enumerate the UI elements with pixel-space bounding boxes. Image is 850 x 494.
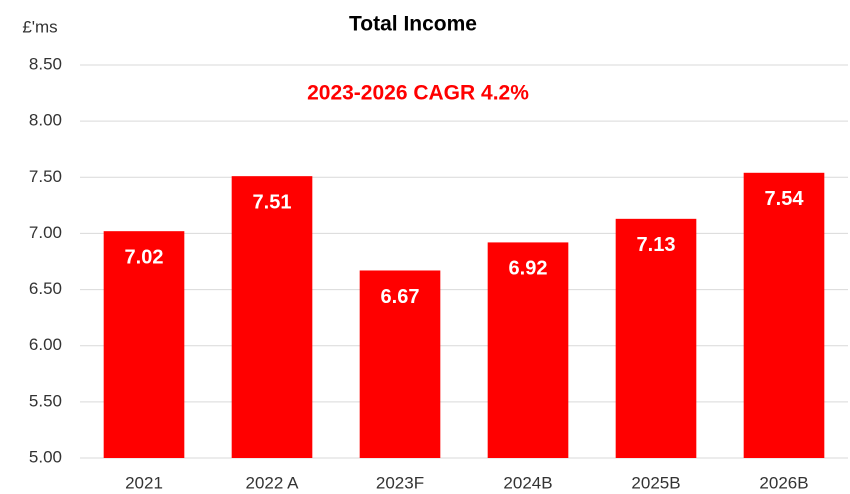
value-label: 7.51	[253, 191, 292, 213]
y-tick-label: 8.00	[29, 111, 62, 130]
y-tick-label: 8.50	[29, 54, 62, 73]
y-tick-label: 6.00	[29, 335, 62, 354]
bar	[103, 231, 185, 458]
bar	[231, 176, 313, 459]
x-tick-label: 2023F	[376, 473, 424, 492]
y-axis-label: £'ms	[22, 17, 57, 36]
bar	[615, 218, 697, 458]
bar	[359, 270, 441, 458]
bar	[487, 242, 569, 458]
x-tick-label: 2025B	[631, 473, 680, 492]
y-tick-label: 7.50	[29, 167, 62, 186]
chart-title: Total Income	[349, 13, 477, 36]
y-tick-label: 7.00	[29, 223, 62, 242]
x-tick-label: 2026B	[759, 473, 808, 492]
value-label: 6.92	[509, 258, 548, 280]
y-tick-label: 6.50	[29, 279, 62, 298]
value-label: 7.54	[765, 188, 805, 210]
x-tick-label: 2021	[125, 473, 163, 492]
x-tick-label: 2022 A	[246, 473, 300, 492]
annotation: 2023-2026 CAGR 4.2%	[307, 82, 529, 105]
value-label: 6.67	[381, 286, 420, 308]
value-label: 7.13	[637, 234, 676, 256]
value-label: 7.02	[125, 246, 164, 268]
y-tick-label: 5.50	[29, 391, 62, 410]
y-tick-label: 5.00	[29, 447, 62, 466]
bar	[743, 172, 825, 458]
x-tick-label: 2024B	[503, 473, 552, 492]
